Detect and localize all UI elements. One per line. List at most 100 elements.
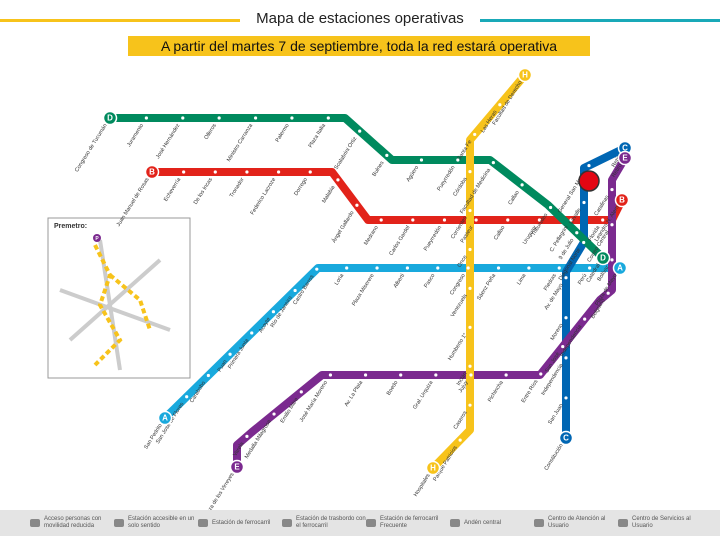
station-name: Lima <box>516 272 528 286</box>
station <box>527 266 531 270</box>
legend-item: Centro de Servicios al Usuario <box>618 516 702 530</box>
station <box>379 218 383 222</box>
station-name: Bulnes <box>372 160 386 178</box>
station-name: Pueyrredón <box>423 225 443 252</box>
line-badge <box>229 459 245 475</box>
line-letter: D <box>600 254 606 263</box>
station <box>473 132 477 137</box>
legend-item: Andén central <box>450 519 534 527</box>
station <box>411 218 415 222</box>
station <box>245 170 249 174</box>
station <box>458 438 462 442</box>
station <box>206 373 210 378</box>
station <box>326 116 330 120</box>
station-name: Boedo <box>386 380 400 397</box>
station-name: Constitución <box>544 443 565 472</box>
line-letter: B <box>619 196 625 205</box>
line-badge <box>612 260 628 276</box>
line-letter: E <box>622 154 628 163</box>
station-name: Federico Lacroze <box>250 177 278 216</box>
premetro-letter: P <box>95 236 99 242</box>
station-name: Tronador <box>229 177 246 199</box>
highlight-marker <box>578 170 600 192</box>
station <box>498 103 502 107</box>
station <box>468 247 472 252</box>
station <box>468 364 472 368</box>
legend-item: Estación accesible en un solo sentido <box>114 516 198 530</box>
station <box>315 267 319 271</box>
station <box>144 116 148 120</box>
station <box>375 266 379 270</box>
station <box>213 170 217 174</box>
station <box>610 258 614 262</box>
station-name: Carlos Gardel <box>388 225 411 257</box>
station <box>250 331 254 335</box>
station <box>575 231 579 235</box>
line-badge <box>558 430 574 446</box>
station <box>293 288 297 293</box>
line-route <box>162 264 620 421</box>
station-name: Pichincha <box>487 379 505 403</box>
legend-label: Estación accesible en un solo sentido <box>128 516 195 529</box>
legend-icon <box>198 519 208 527</box>
station <box>271 310 276 314</box>
station <box>355 203 359 207</box>
station <box>504 373 508 377</box>
station <box>537 218 542 222</box>
premetro-badge <box>93 234 101 242</box>
premetro-title: Premetro: <box>54 223 87 230</box>
station-name: Sáenz Peña <box>476 272 497 301</box>
station <box>582 240 586 245</box>
station-name: Plaza de los Virreyes <box>203 472 236 510</box>
title-wrap: Mapa de estaciones operativas <box>0 10 720 27</box>
station-name: Congreso de Tucumán <box>74 123 109 173</box>
station-name: Callao <box>493 225 506 241</box>
station <box>468 286 472 291</box>
station-name: Plaza Italia <box>308 122 328 149</box>
legend-item: Estación de ferrocarril <box>198 519 282 527</box>
station <box>328 373 333 377</box>
station-name: Pueyrredón <box>436 165 456 192</box>
line-badge <box>617 150 633 166</box>
station <box>253 116 258 120</box>
station-name: Agüero <box>406 165 420 183</box>
station <box>610 223 614 227</box>
station-name: Puan <box>217 359 229 373</box>
station <box>582 200 586 205</box>
station-name: Dorrego <box>293 177 309 197</box>
station <box>419 158 424 162</box>
station <box>308 170 312 174</box>
line-letter: D <box>107 114 113 123</box>
line-letter: B <box>149 168 155 177</box>
legend-icon <box>366 519 376 527</box>
station <box>345 266 349 270</box>
station <box>434 373 438 377</box>
legend-label: Estación de ferrocarril <box>212 519 271 526</box>
station <box>228 352 232 356</box>
line-letter: A <box>162 414 168 423</box>
legend-item: Acceso personas con movilidad reducida <box>30 516 114 530</box>
station <box>496 266 501 270</box>
line-letter: H <box>522 71 528 80</box>
legend-label: Acceso personas con movilidad reducida <box>44 516 102 529</box>
station <box>182 170 186 174</box>
station <box>336 178 340 182</box>
legend: Acceso personas con movilidad reducida Es… <box>0 510 720 536</box>
station-name: Facultad de Medicina <box>459 167 492 215</box>
station <box>564 276 568 280</box>
station <box>474 218 478 222</box>
station <box>564 356 568 360</box>
station <box>290 116 294 120</box>
legend-icon <box>114 519 124 527</box>
line-badge <box>614 192 630 208</box>
legend-item: Estación de ferrocarril Frecuente <box>366 516 450 530</box>
station <box>564 316 568 320</box>
station-name: Malabia <box>321 184 337 204</box>
station-name: Gral. Urquiza <box>412 379 435 410</box>
station-name: Plaza Miserere <box>351 273 376 307</box>
station <box>385 153 389 157</box>
station-name: José Hernández <box>155 123 181 160</box>
station <box>468 208 472 213</box>
station-name: Juramento <box>126 123 145 148</box>
